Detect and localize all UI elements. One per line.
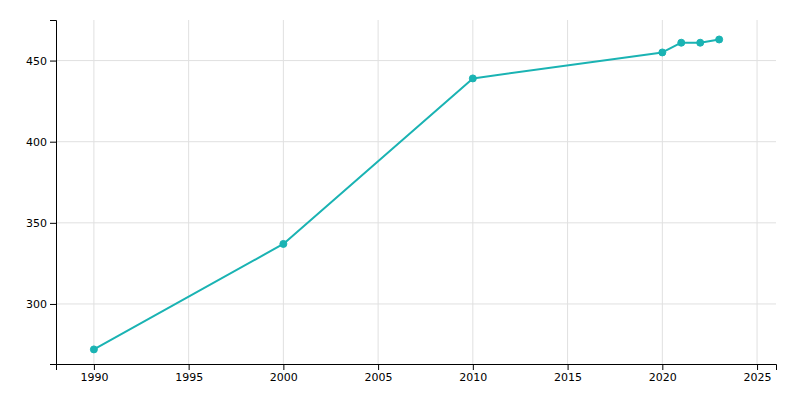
- x-tick: 1990: [80, 364, 108, 384]
- point: [716, 36, 723, 43]
- grid-line-x: [188, 20, 189, 364]
- x-tick: 2005: [365, 364, 393, 384]
- y-tick-label: 350: [26, 217, 47, 230]
- chart-svg: 1990 1995 2000 2005 2010 2015 2020 2025 300 350 40…: [0, 0, 800, 400]
- chart-container: 1990 1995 2000 2005 2010 2015 2020 2025 300 350 40…: [0, 0, 800, 400]
- x-tick-mark: [378, 364, 379, 370]
- point: [659, 49, 666, 56]
- line: [94, 39, 719, 349]
- point: [678, 39, 685, 46]
- y-tick-label: 450: [26, 55, 47, 68]
- y-tick: 300: [26, 298, 56, 311]
- grid-line-x: [93, 20, 94, 364]
- x-tick: 2015: [554, 364, 582, 384]
- x-tick-mark: [568, 364, 569, 370]
- y-tick-mark: [50, 223, 56, 224]
- y-tick-mark: [50, 304, 56, 305]
- x-tick-label: 2010: [459, 371, 487, 384]
- grid-line-y: [56, 141, 776, 142]
- x-tick: 2020: [649, 364, 677, 384]
- grid-line-y: [56, 60, 776, 61]
- x-tick-mark: [473, 364, 474, 370]
- y-tick-mark: [50, 142, 56, 143]
- y-tick-label: 300: [26, 298, 47, 311]
- y-axis-line: [50, 21, 57, 365]
- x-tick-mark: [189, 364, 190, 370]
- x-tick-label: 2025: [744, 371, 772, 384]
- x-tick: 1995: [175, 364, 203, 384]
- point: [697, 39, 704, 46]
- grid-line-x: [757, 20, 758, 364]
- y-tick: 400: [26, 136, 56, 149]
- point: [469, 75, 476, 82]
- y-tick-mark: [50, 61, 56, 62]
- point: [280, 240, 287, 247]
- grid-line-x: [567, 20, 568, 364]
- x-tick: 2010: [459, 364, 487, 384]
- x-tick-label: 2005: [365, 371, 393, 384]
- x-tick-mark: [94, 364, 95, 370]
- grid-line-x: [378, 20, 379, 364]
- x-tick: 2000: [270, 364, 298, 384]
- y-tick: 350: [26, 217, 56, 230]
- y-axis: 300 350 400 450: [26, 21, 57, 365]
- x-tick-mark: [757, 364, 758, 370]
- grid-line-y: [56, 222, 776, 223]
- x-tick-label: 1990: [80, 371, 108, 384]
- grid-line-x: [283, 20, 284, 364]
- x-tick: 2025: [744, 364, 772, 384]
- x-tick-label: 2020: [649, 371, 677, 384]
- point: [90, 346, 97, 353]
- x-tick-mark: [662, 364, 663, 370]
- x-axis-line: [57, 365, 777, 371]
- x-tick-mark: [283, 364, 284, 370]
- grid-line-y: [56, 303, 776, 304]
- x-tick-label: 2000: [270, 371, 298, 384]
- grid: [56, 20, 776, 364]
- x-tick-label: 2015: [554, 371, 582, 384]
- x-tick-label: 1995: [175, 371, 203, 384]
- plot-area: [90, 36, 722, 353]
- y-tick: 450: [26, 55, 56, 68]
- x-axis: 1990 1995 2000 2005 2010 2015 2020 2025: [57, 364, 777, 384]
- grid-line-x: [472, 20, 473, 364]
- y-tick-label: 400: [26, 136, 47, 149]
- grid-line-x: [662, 20, 663, 364]
